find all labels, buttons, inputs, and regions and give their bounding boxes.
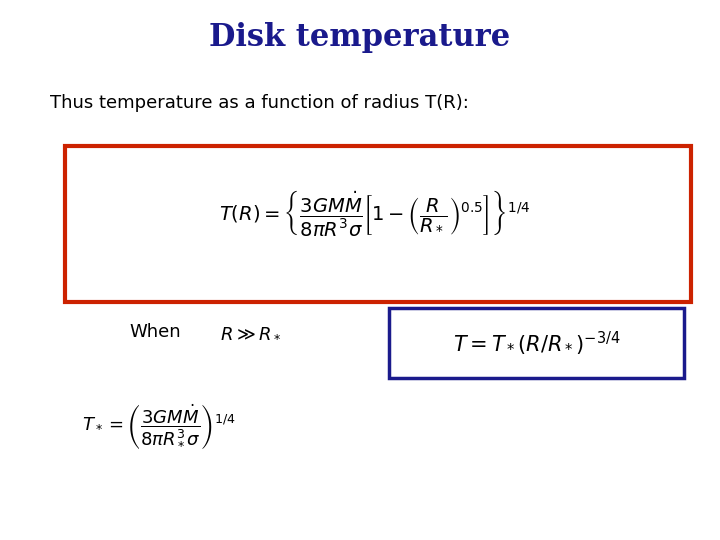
- Bar: [389, 308, 684, 378]
- Bar: [65, 146, 691, 302]
- Text: $R \gg R_*$: $R \gg R_*$: [220, 323, 281, 341]
- Text: $T(R) = \left\{\dfrac{3GM\dot{M}}{8\pi R^3 \sigma}\left[1 - \left(\dfrac{R}{R_*}: $T(R) = \left\{\dfrac{3GM\dot{M}}{8\pi R…: [219, 188, 530, 238]
- Text: When: When: [130, 323, 181, 341]
- Text: $T_* = \left(\dfrac{3GM\dot{M}}{8\pi R_*^3 \sigma}\right)^{1/4}$: $T_* = \left(\dfrac{3GM\dot{M}}{8\pi R_*…: [81, 402, 235, 451]
- Text: $T = T_*\left(R/R_*\right)^{-3/4}$: $T = T_*\left(R/R_*\right)^{-3/4}$: [453, 329, 620, 357]
- Text: Disk temperature: Disk temperature: [210, 22, 510, 52]
- Text: Thus temperature as a function of radius T(R):: Thus temperature as a function of radius…: [50, 94, 469, 112]
